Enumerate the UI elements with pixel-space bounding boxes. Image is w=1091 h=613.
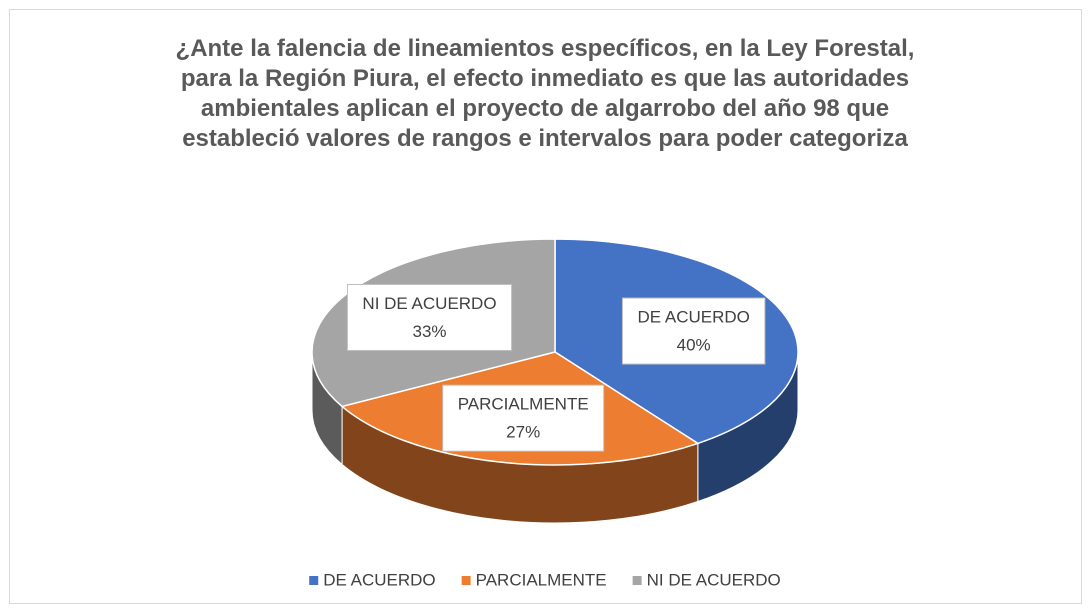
- data-label-box: [621, 297, 766, 365]
- legend-label: DE ACUERDO: [323, 570, 435, 589]
- legend-swatch: [632, 576, 642, 585]
- legend-swatch: [461, 576, 471, 585]
- data-label-value: 33%: [412, 322, 446, 341]
- legend-label: PARCIALMENTE: [476, 570, 607, 589]
- data-label-box: [442, 384, 605, 452]
- legend-swatch: [309, 576, 319, 585]
- data-label-value: 40%: [677, 336, 711, 355]
- data-label: NI DE ACUERDO 33%: [346, 283, 513, 351]
- data-label: PARCIALMENTE 27%: [442, 384, 605, 452]
- data-label-category: NI DE ACUERDO: [362, 294, 496, 313]
- data-label-value: 27%: [506, 423, 540, 442]
- data-label-box: [346, 283, 513, 351]
- legend-label: NI DE ACUERDO: [647, 570, 781, 589]
- data-label-category: DE ACUERDO: [637, 308, 749, 327]
- chart-title: ¿Ante la falencia de lineamientos especí…: [175, 35, 915, 152]
- data-label-category: PARCIALMENTE: [458, 395, 589, 414]
- data-label: DE ACUERDO 40%: [621, 297, 766, 365]
